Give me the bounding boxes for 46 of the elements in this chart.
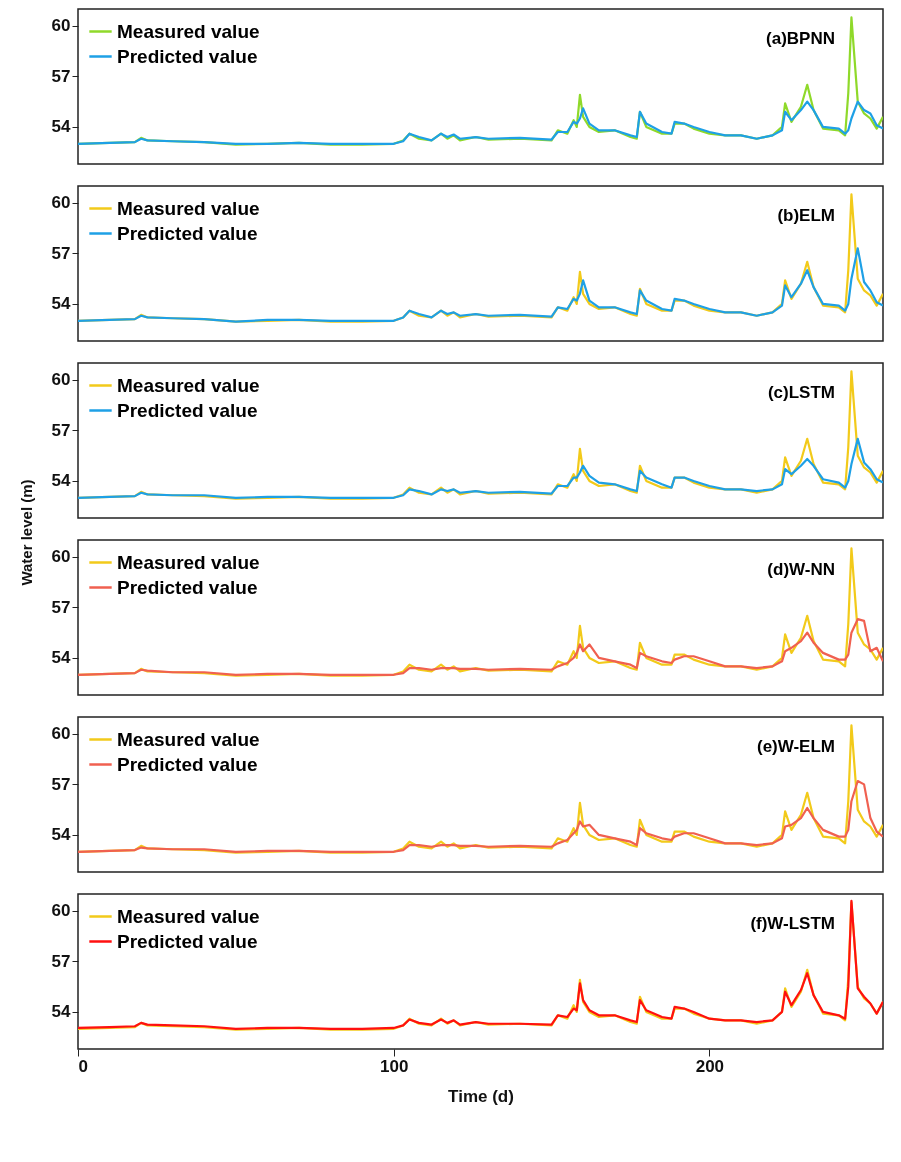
y-tick-label: 54 xyxy=(51,648,72,668)
line-series xyxy=(78,618,883,676)
y-tick-label: 60 xyxy=(51,193,71,213)
legend-label: Predicted value xyxy=(117,753,258,775)
y-tick-label: 60 xyxy=(51,370,71,390)
x-tick-label: 100 xyxy=(380,1056,409,1076)
y-tick-label: 54 xyxy=(51,294,72,314)
line-series xyxy=(78,100,883,145)
legend-label: Measured value xyxy=(117,728,260,750)
legend-label: Predicted value xyxy=(117,399,258,421)
y-tick-label: 54 xyxy=(51,117,72,137)
y-tick-label: 57 xyxy=(51,420,71,440)
text: (d)W-NN xyxy=(767,560,835,579)
text: (e)W-ELM xyxy=(756,737,835,756)
y-tick-label: 54 xyxy=(51,471,72,491)
legend-label: Measured value xyxy=(117,551,260,573)
x-tick-label: 0 xyxy=(78,1056,88,1076)
legend-label: Measured value xyxy=(117,20,260,42)
y-axis-title: Water level (m) xyxy=(17,479,35,586)
legend-label: Measured value xyxy=(117,197,260,219)
y-tick-label: 60 xyxy=(51,547,71,567)
legend-label: Measured value xyxy=(117,905,260,927)
text: (f)W-LSTM xyxy=(750,914,835,933)
y-tick-label: 54 xyxy=(51,825,72,845)
legend-label: Predicted value xyxy=(117,576,258,598)
y-tick-label: 57 xyxy=(51,597,71,617)
text: (a)BPNN xyxy=(766,29,835,48)
y-tick-label: 54 xyxy=(51,1002,72,1022)
y-tick-label: 60 xyxy=(51,901,71,921)
legend-label: Predicted value xyxy=(117,930,258,952)
x-tick-label: 200 xyxy=(695,1056,725,1076)
line-series xyxy=(78,437,883,499)
line-series xyxy=(78,247,883,323)
y-tick-label: 60 xyxy=(51,16,71,36)
legend-label: Predicted value xyxy=(117,45,258,67)
y-tick-label: 57 xyxy=(51,66,71,86)
line-series xyxy=(78,779,883,853)
text: (b)ELM xyxy=(777,206,835,225)
x-axis-title: Time (d) xyxy=(448,1086,514,1106)
legend-label: Measured value xyxy=(117,374,260,396)
y-tick-label: 57 xyxy=(51,951,71,971)
y-tick-label: 57 xyxy=(51,774,71,794)
text: (c)LSTM xyxy=(767,383,835,402)
y-tick-label: 57 xyxy=(51,243,71,263)
y-tick-label: 60 xyxy=(51,724,71,744)
legend-label: Predicted value xyxy=(117,222,258,244)
